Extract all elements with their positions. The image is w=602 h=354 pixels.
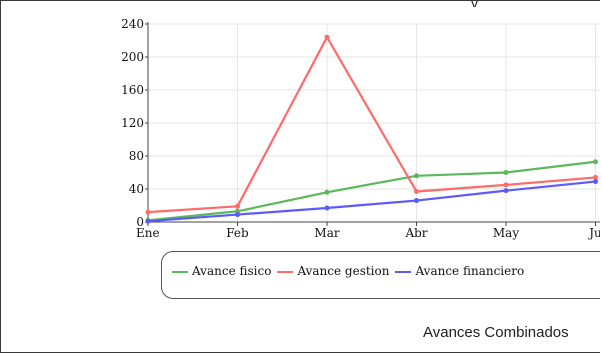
data-point (593, 179, 598, 185)
legend-item: Avance financiero (395, 264, 524, 278)
data-point (503, 188, 509, 194)
data-point (145, 209, 151, 215)
x-tick-label: Mar (314, 226, 339, 240)
y-tick-label: 40 (129, 182, 144, 196)
data-point (414, 173, 419, 179)
series-line (147, 180, 596, 223)
tick-labels: 0 40 80 120 160 200 240 Ene Feb Mar Abr May Ju (121, 17, 600, 240)
data-point (593, 159, 598, 165)
legend-item: Avance fisico (172, 264, 271, 278)
x-tick-label: Ju (587, 226, 600, 240)
data-point (324, 189, 330, 195)
y-tick-label: 240 (121, 17, 144, 31)
legend-swatch (172, 270, 188, 273)
legend-label: Avance fisico (192, 264, 272, 278)
data-point (324, 205, 330, 211)
legend-label: Avance gestion (297, 264, 390, 278)
data-point (503, 182, 509, 188)
data-point (324, 34, 330, 40)
x-tick-label: Feb (226, 226, 249, 240)
chart-legend: Avance fisico Avance gestion Avance financ… (161, 251, 600, 299)
data-point (145, 218, 151, 224)
data-point (235, 212, 240, 218)
legend-item: Avance gestion (277, 264, 389, 278)
y-tick-label: 160 (121, 83, 144, 97)
data-point (235, 203, 240, 209)
series-line (147, 160, 596, 222)
data-point (414, 198, 419, 204)
series-lines (145, 34, 598, 224)
data-point (414, 188, 419, 194)
clipped-header-label: y (471, 1, 478, 7)
y-tick-label: 120 (121, 116, 144, 130)
y-tick-label: 80 (129, 149, 144, 163)
clipped-header-text: y (471, 1, 600, 7)
x-tick-label: May (493, 226, 519, 240)
chart-title: Avances Combinados (423, 324, 569, 341)
legend-swatch (395, 270, 412, 273)
axes (145, 22, 600, 226)
data-point (503, 170, 509, 175)
legend-label: Avance financiero (415, 264, 525, 278)
series-line (147, 36, 596, 214)
x-tick-label: Ene (136, 226, 160, 240)
data-point (593, 174, 598, 180)
legend-swatch (277, 270, 294, 273)
x-tick-label: Abr (404, 226, 427, 240)
y-tick-label: 0 (136, 215, 144, 229)
y-tick-label: 200 (121, 50, 144, 64)
grid-lines (148, 23, 600, 222)
